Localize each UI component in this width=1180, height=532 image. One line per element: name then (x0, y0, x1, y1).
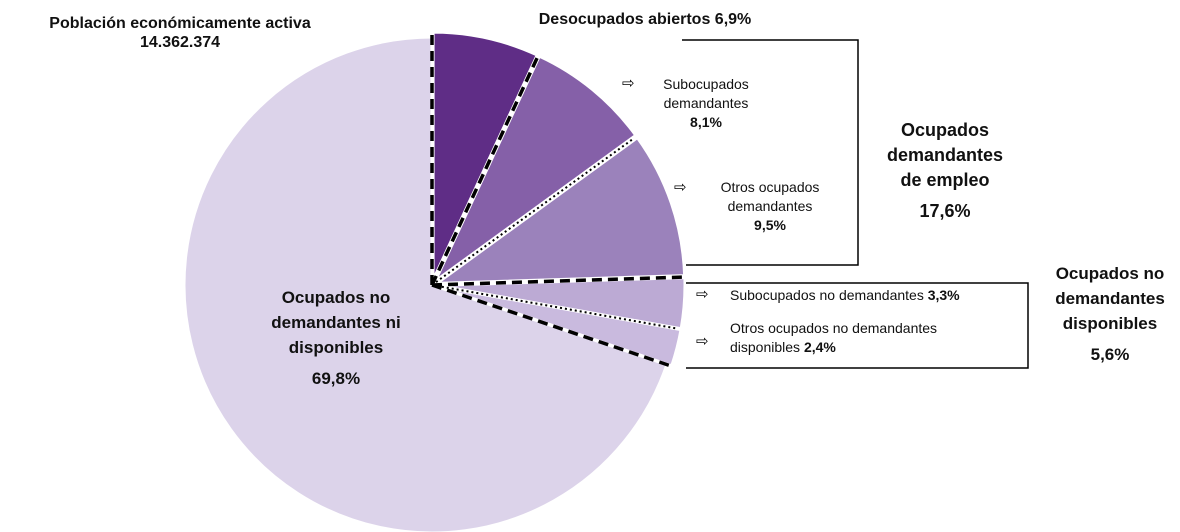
group-name: Ocupados demandantes de empleo (886, 120, 1004, 190)
slice-label: Desocupados abiertos 6,9% (539, 10, 752, 29)
arrow-icon: ⇨ (622, 75, 635, 92)
separator (431, 284, 679, 330)
category-label: Ocupados no demandantes ni disponibles (271, 288, 401, 357)
category-label: Desocupados abiertos (538, 11, 711, 28)
slice-label: Subocupados no demandantes 3,3% (730, 286, 960, 305)
separator (431, 283, 670, 367)
total-label: 14.362.374 (139, 34, 221, 51)
category-label: Subocupados demandantes (663, 76, 749, 111)
value-label: 6,9% (714, 11, 752, 28)
value-label: 3,3% (927, 287, 960, 303)
value-label: 8,1% (690, 114, 722, 130)
separator (430, 57, 539, 286)
pie-slice (431, 54, 638, 286)
pie-slice (431, 30, 540, 281)
group-name: Ocupados no demandantes disponibles (1055, 264, 1165, 333)
category-label: Otros ocupados no demandantes disponible… (730, 320, 938, 355)
arrow-icon: ⇨ (696, 286, 709, 303)
group-box (686, 282, 1029, 369)
pie-slice (182, 35, 669, 532)
group-label: Ocupados demandantes de empleo 17,6% (883, 118, 1008, 224)
slice-label: Otros ocupados no demandantes disponible… (730, 319, 960, 357)
separator (431, 275, 682, 287)
category-label: Otros ocupados demandantes (720, 179, 820, 214)
arrow-icon: ⇨ (674, 179, 687, 196)
group-value: 5,6% (1090, 345, 1130, 364)
value-label: 2,4% (803, 339, 836, 355)
title: Población económicamente activa 14.362.37… (49, 14, 310, 52)
arrow-icon: ⇨ (696, 333, 709, 350)
category-label: Subocupados no demandantes (730, 287, 924, 303)
pie-slice (431, 135, 687, 286)
group-box (682, 39, 859, 266)
pie (182, 30, 687, 532)
slice-label: Subocupados demandantes 8,1% (646, 75, 766, 132)
value-label: 69,8% (311, 369, 361, 388)
title-text: Población económicamente activa (49, 15, 311, 32)
group-label: Ocupados no demandantes disponibles 5,6% (1048, 261, 1173, 367)
separator (431, 137, 635, 286)
slice-label: Otros ocupados demandantes 9,5% (705, 178, 835, 235)
value-label: 9,5% (754, 217, 786, 233)
group-value: 17,6% (919, 201, 971, 221)
slice-label: Ocupados no demandantes ni disponibles 69… (269, 285, 404, 391)
